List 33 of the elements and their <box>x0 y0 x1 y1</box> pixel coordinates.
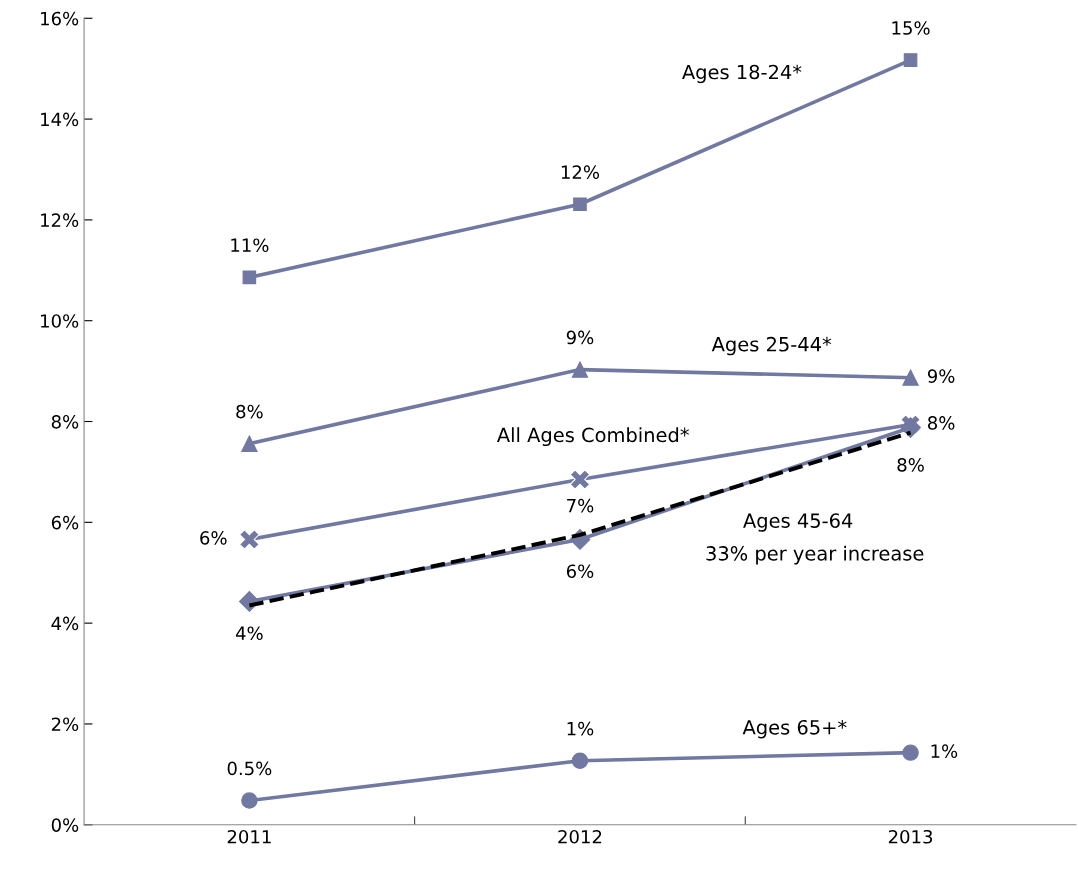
x-tick-label: 2011 <box>227 829 271 844</box>
series-label: All Ages Combined* <box>496 427 689 447</box>
y-tick-label: 6% <box>51 515 79 530</box>
data-label: 6% <box>566 564 594 579</box>
data-label: 12% <box>561 165 600 179</box>
data-label: 9% <box>927 369 955 383</box>
series-label: Ages 25-44* <box>711 336 832 356</box>
text: 33% per year increase <box>706 545 924 565</box>
data-label: 6% <box>200 531 227 545</box>
x-tick-label: 2013 <box>888 829 933 844</box>
data-label: 8% <box>897 458 924 472</box>
data-label: 4% <box>235 626 263 641</box>
y-tick-label: 10% <box>41 314 79 328</box>
y-tick-label: 14% <box>41 112 79 127</box>
data-label: 1% <box>567 721 594 736</box>
data-label: 9% <box>566 330 594 345</box>
y-tick-label: 2% <box>51 717 79 732</box>
x-tick-label: 2012 <box>558 829 602 844</box>
data-label: 0.5% <box>227 761 272 776</box>
series-label: Ages 18-24* <box>682 64 802 84</box>
data-label: 8% <box>928 416 955 430</box>
y-tick-label: 12% <box>41 213 79 228</box>
y-tick-label: 0% <box>51 818 79 832</box>
data-label: 7% <box>567 498 594 513</box>
data-label: 8% <box>236 404 263 419</box>
data-label: 1% <box>931 744 958 758</box>
data-label: 11% <box>231 238 269 253</box>
y-tick-label: 4% <box>51 616 79 631</box>
series-label: Ages 65+* <box>742 719 847 739</box>
y-tick-label: 8% <box>51 414 79 429</box>
y-tick-label: 16% <box>41 11 79 26</box>
series-label: Ages 45-64 <box>743 513 853 532</box>
data-label: 15% <box>892 21 930 35</box>
